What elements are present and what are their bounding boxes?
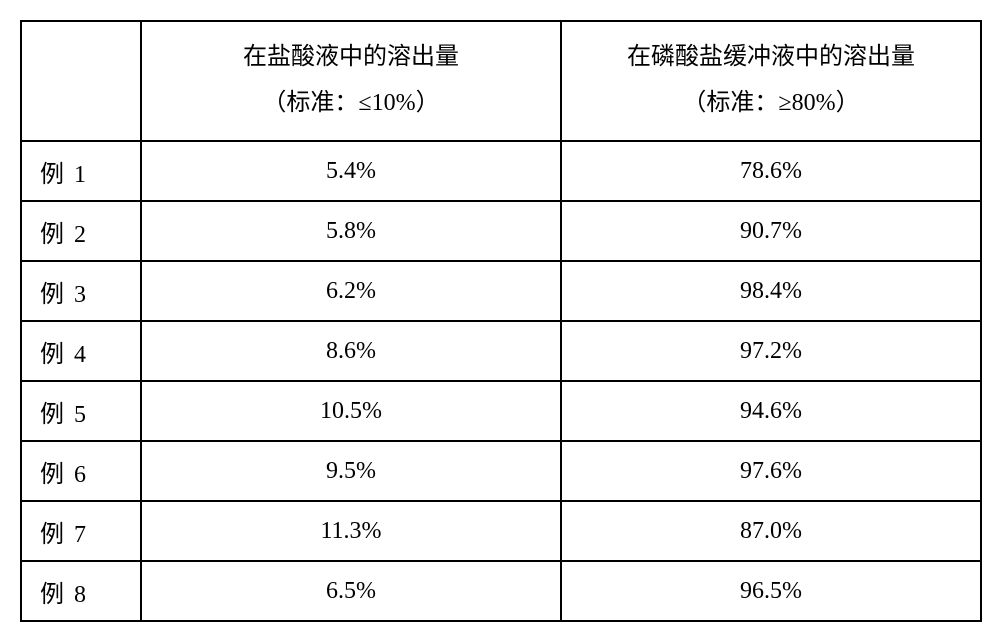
row-phosphate: 94.6%	[561, 381, 981, 441]
row-phosphate: 97.6%	[561, 441, 981, 501]
table-row: 例 3 6.2% 98.4%	[21, 261, 981, 321]
table-row: 例 4 8.6% 97.2%	[21, 321, 981, 381]
row-label: 例 4	[21, 321, 141, 381]
row-phosphate: 98.4%	[561, 261, 981, 321]
header-blank	[21, 21, 141, 141]
dissolution-table-container: 在盐酸液中的溶出量 （标准：≤10%） 在磷酸盐缓冲液中的溶出量 （标准：≥80…	[20, 20, 980, 622]
row-label: 例 7	[21, 501, 141, 561]
row-phosphate: 96.5%	[561, 561, 981, 621]
header-hcl-line1: 在盐酸液中的溶出量	[142, 35, 560, 81]
row-label: 例 3	[21, 261, 141, 321]
table-header-row: 在盐酸液中的溶出量 （标准：≤10%） 在磷酸盐缓冲液中的溶出量 （标准：≥80…	[21, 21, 981, 141]
row-phosphate: 90.7%	[561, 201, 981, 261]
header-hcl: 在盐酸液中的溶出量 （标准：≤10%）	[141, 21, 561, 141]
row-label: 例 8	[21, 561, 141, 621]
row-label: 例 2	[21, 201, 141, 261]
dissolution-table: 在盐酸液中的溶出量 （标准：≤10%） 在磷酸盐缓冲液中的溶出量 （标准：≥80…	[20, 20, 982, 622]
row-label: 例 1	[21, 141, 141, 201]
row-hcl: 5.4%	[141, 141, 561, 201]
row-hcl: 5.8%	[141, 201, 561, 261]
table-row: 例 5 10.5% 94.6%	[21, 381, 981, 441]
row-phosphate: 78.6%	[561, 141, 981, 201]
header-phosphate-line1: 在磷酸盐缓冲液中的溶出量	[562, 35, 980, 81]
table-row: 例 2 5.8% 90.7%	[21, 201, 981, 261]
header-hcl-line2: （标准：≤10%）	[142, 81, 560, 127]
header-phosphate: 在磷酸盐缓冲液中的溶出量 （标准：≥80%）	[561, 21, 981, 141]
table-row: 例 6 9.5% 97.6%	[21, 441, 981, 501]
row-hcl: 8.6%	[141, 321, 561, 381]
table-row: 例 7 11.3% 87.0%	[21, 501, 981, 561]
row-phosphate: 97.2%	[561, 321, 981, 381]
table-row: 例 1 5.4% 78.6%	[21, 141, 981, 201]
table-row: 例 8 6.5% 96.5%	[21, 561, 981, 621]
row-hcl: 10.5%	[141, 381, 561, 441]
row-label: 例 5	[21, 381, 141, 441]
header-phosphate-line2: （标准：≥80%）	[562, 81, 980, 127]
row-hcl: 9.5%	[141, 441, 561, 501]
row-hcl: 11.3%	[141, 501, 561, 561]
row-label: 例 6	[21, 441, 141, 501]
row-hcl: 6.5%	[141, 561, 561, 621]
row-hcl: 6.2%	[141, 261, 561, 321]
row-phosphate: 87.0%	[561, 501, 981, 561]
table-body: 例 1 5.4% 78.6% 例 2 5.8% 90.7% 例 3 6.2% 9…	[21, 141, 981, 621]
